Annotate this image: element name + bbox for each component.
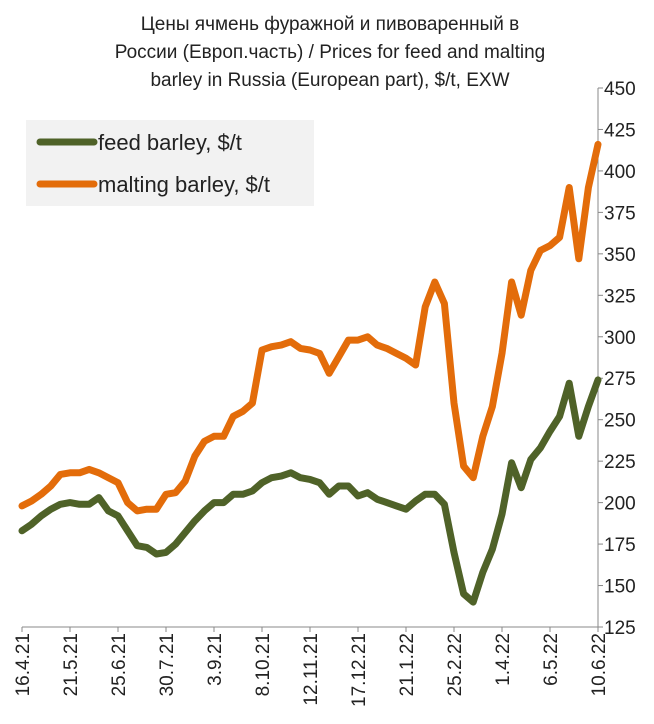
chart-title: Цены ячмень фуражной и пивоваренный в xyxy=(141,14,520,35)
y-tick-label: 450 xyxy=(604,79,636,100)
y-tick-label: 125 xyxy=(604,618,636,639)
y-tick-label: 350 xyxy=(604,245,636,266)
x-tick-label: 25.2.22 xyxy=(445,633,466,696)
y-tick-label: 275 xyxy=(604,369,636,390)
y-tick-label: 300 xyxy=(604,328,636,349)
y-tick-label: 225 xyxy=(604,452,636,473)
series-line xyxy=(18,140,602,515)
y-tick-label: 375 xyxy=(604,203,636,224)
chart-title: России (Европ.часть) / Prices for feed a… xyxy=(115,42,545,63)
y-tick-label: 400 xyxy=(604,162,636,183)
x-tick-label: 16.4.21 xyxy=(13,633,34,696)
legend-label: feed barley, $/t xyxy=(98,130,242,155)
x-tick-label: 30.7.21 xyxy=(157,633,178,696)
y-tick-label: 150 xyxy=(604,577,636,598)
legend-label: malting barley, $/t xyxy=(98,172,270,197)
series-line xyxy=(18,376,602,606)
x-tick-label: 21.5.21 xyxy=(61,633,82,696)
y-tick-label: 175 xyxy=(604,535,636,556)
x-tick-label: 25.6.21 xyxy=(109,633,130,696)
y-tick-label: 325 xyxy=(604,286,636,307)
x-tick-label: 3.9.21 xyxy=(205,633,226,686)
legend-box xyxy=(26,120,314,206)
x-tick-label: 12.11.21 xyxy=(301,633,322,706)
chart-title: barley in Russia (European part), $/t, E… xyxy=(150,70,509,91)
x-tick-label: 6.5.22 xyxy=(541,633,562,686)
y-tick-label: 425 xyxy=(604,120,636,141)
x-tick-label: 21.1.22 xyxy=(397,633,418,696)
x-tick-label: 1.4.22 xyxy=(493,633,514,686)
x-tick-label: 10.6.22 xyxy=(589,633,610,696)
x-tick-label: 8.10.21 xyxy=(253,633,274,696)
x-tick-label: 17.12.21 xyxy=(349,633,370,707)
y-tick-label: 200 xyxy=(604,494,636,515)
y-tick-label: 250 xyxy=(604,411,636,432)
